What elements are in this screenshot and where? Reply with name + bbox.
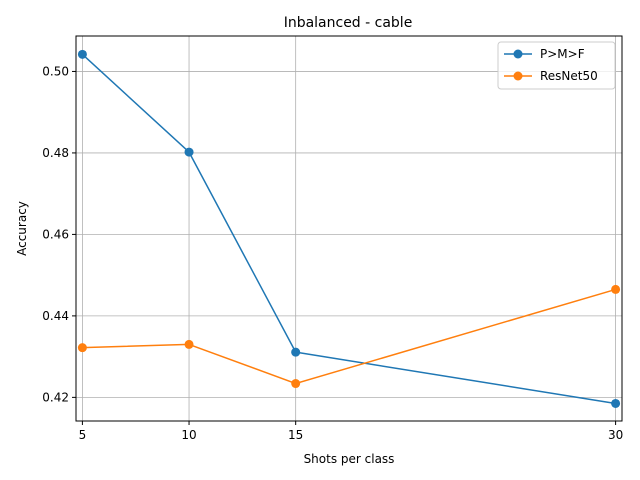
y-axis-label: Accuracy <box>15 201 29 256</box>
legend: P>M>F ResNet50 <box>497 41 616 90</box>
data-point-resnet50 <box>77 343 87 353</box>
legend-label-p-m-f: P>M>F <box>540 47 585 61</box>
plot-frame <box>75 35 623 422</box>
x-axis-label: Shots per class <box>304 452 395 466</box>
data-point-resnet50 <box>184 339 194 349</box>
x-tick-label: 5 <box>79 428 87 442</box>
legend-label-resnet50: ResNet50 <box>540 69 598 83</box>
data-point-p-m-f <box>184 147 194 157</box>
legend-marker-p-m-f <box>513 49 523 59</box>
data-point-p-m-f <box>77 49 87 59</box>
data-point-p-m-f <box>611 398 621 408</box>
series-resnet50 <box>77 284 621 389</box>
data-point-resnet50 <box>291 379 301 389</box>
data-point-p-m-f <box>291 347 301 357</box>
data-series <box>77 49 621 408</box>
x-tick-label: 30 <box>608 428 623 442</box>
y-tick-label: 0.42 <box>42 390 69 404</box>
x-tick-label: 10 <box>181 428 196 442</box>
x-tick-label: 15 <box>288 428 303 442</box>
legend-marker-resnet50 <box>513 71 523 81</box>
axis-ticks: 5 10 15 30 0.42 0.44 0.46 0.48 0.50 <box>42 64 623 442</box>
data-point-resnet50 <box>611 284 621 294</box>
y-tick-label: 0.44 <box>42 309 69 323</box>
series-p-m-f <box>77 49 621 408</box>
y-tick-label: 0.48 <box>42 146 69 160</box>
series-line-p-m-f <box>81 53 616 405</box>
series-line-resnet50 <box>82 288 616 385</box>
y-tick-label: 0.50 <box>42 64 69 78</box>
chart-title: Inbalanced - cable <box>284 15 413 31</box>
grid-lines <box>76 36 622 421</box>
y-tick-label: 0.46 <box>42 227 69 241</box>
